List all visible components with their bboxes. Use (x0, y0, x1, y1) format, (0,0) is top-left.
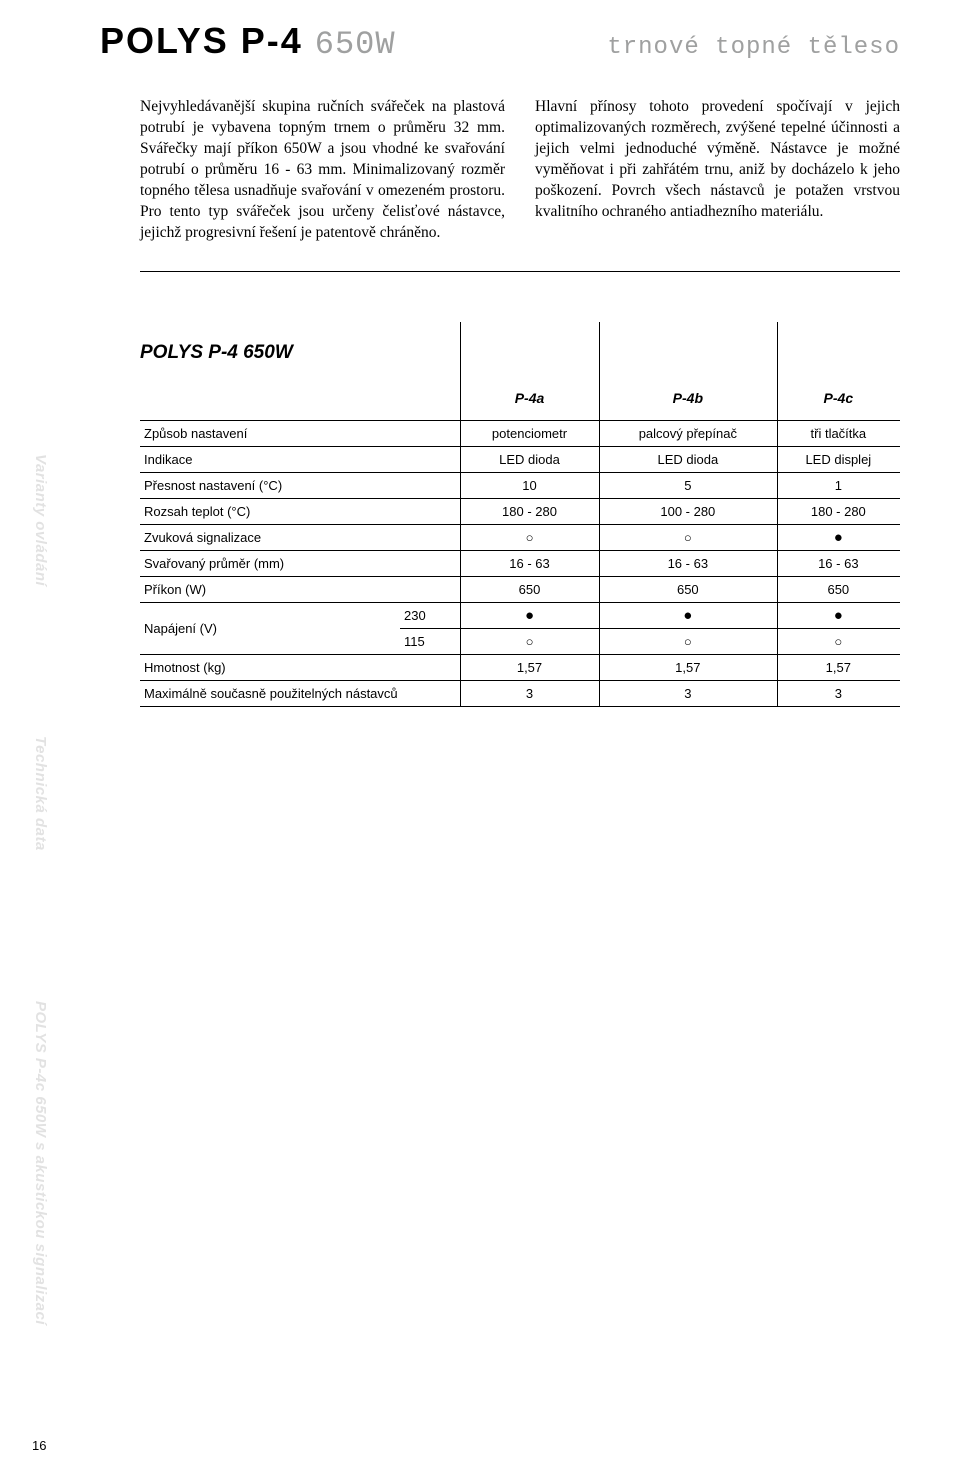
table-cell: ● (777, 525, 900, 551)
separator-line (140, 271, 900, 272)
row-label: Maximálně současně použitelných nástavců (140, 681, 460, 707)
table-cell: 10 (460, 473, 599, 499)
product-category: trnové topné těleso (607, 34, 900, 61)
table-cell: 180 - 280 (777, 499, 900, 525)
table-cell: ● (777, 603, 900, 629)
row-label: Způsob nastavení (140, 421, 460, 447)
table-cell: 16 - 63 (460, 551, 599, 577)
col-header: P-4a (460, 382, 599, 421)
page-number: 16 (32, 1438, 46, 1453)
table-row: Přesnost nastavení (°C)1051 (140, 473, 900, 499)
table-cell: 1,57 (777, 655, 900, 681)
row-label: Rozsah teplot (°C) (140, 499, 460, 525)
table-row: Napájení (V)230●●● (140, 603, 900, 629)
table-cell: 1,57 (460, 655, 599, 681)
side-label: POLYS P-4c 650W s akustickou signalizací (32, 1001, 49, 1325)
product-wattage: 650W (315, 26, 396, 63)
row-label: Zvuková signalizace (140, 525, 460, 551)
table-cell: ○ (777, 629, 900, 655)
col-header: P-4b (599, 382, 777, 421)
table-cell: 100 - 280 (599, 499, 777, 525)
table-row: Svařovaný průměr (mm)16 - 6316 - 6316 - … (140, 551, 900, 577)
row-label: Indikace (140, 447, 460, 473)
col-header: P-4c (777, 382, 900, 421)
table-row: Hmotnost (kg)1,571,571,57 (140, 655, 900, 681)
row-label: Napájení (V) (140, 603, 400, 655)
table-cell: tři tlačítka (777, 421, 900, 447)
side-labels: Varianty ovládání Technická data POLYS P… (32, 454, 49, 1325)
table-cell: ● (599, 603, 777, 629)
row-label: Hmotnost (kg) (140, 655, 460, 681)
table-row: Způsob nastavenípotenciometrpalcový přep… (140, 421, 900, 447)
table-cell: 180 - 280 (460, 499, 599, 525)
table-cell: palcový přepínač (599, 421, 777, 447)
side-label: Technická data (32, 736, 49, 851)
table-cell: potenciometr (460, 421, 599, 447)
table-cell: 5 (599, 473, 777, 499)
table-cell: LED displej (777, 447, 900, 473)
product-name: POLYS P-4 (100, 20, 303, 62)
row-sublabel: 115 (400, 629, 460, 655)
table-cell: 1 (777, 473, 900, 499)
spec-table-title: POLYS P-4 650W (140, 342, 900, 364)
page-header: POLYS P-4 650W trnové topné těleso (100, 20, 900, 63)
table-row: Rozsah teplot (°C)180 - 280100 - 280180 … (140, 499, 900, 525)
intro-text: Nejvyhledávanější skupina ručních svářeč… (140, 97, 900, 243)
table-cell: 650 (777, 577, 900, 603)
row-label: Přesnost nastavení (°C) (140, 473, 460, 499)
row-label: Svařovaný průměr (mm) (140, 551, 460, 577)
table-row: Maximálně současně použitelných nástavců… (140, 681, 900, 707)
table-cell: 1,57 (599, 655, 777, 681)
table-cell: ○ (599, 629, 777, 655)
table-cell: 3 (599, 681, 777, 707)
table-header-row: P-4a P-4b P-4c (140, 382, 900, 421)
table-row: Příkon (W)650650650 (140, 577, 900, 603)
table-cell: ○ (460, 525, 599, 551)
title-left: POLYS P-4 650W (100, 20, 396, 63)
table-cell: 650 (599, 577, 777, 603)
spec-table-section: POLYS P-4 650W P-4a P-4b P-4c Způsob nas… (140, 342, 900, 707)
table-cell: ○ (460, 629, 599, 655)
table-cell: 3 (777, 681, 900, 707)
table-row: IndikaceLED diodaLED diodaLED displej (140, 447, 900, 473)
table-cell: 16 - 63 (777, 551, 900, 577)
table-cell: ○ (599, 525, 777, 551)
table-cell: LED dioda (599, 447, 777, 473)
row-label: Příkon (W) (140, 577, 460, 603)
side-label: Varianty ovládání (32, 454, 49, 586)
row-sublabel: 230 (400, 603, 460, 629)
spec-table: P-4a P-4b P-4c Způsob nastavenípotenciom… (140, 382, 900, 707)
table-cell: 650 (460, 577, 599, 603)
table-cell: LED dioda (460, 447, 599, 473)
table-cell: 16 - 63 (599, 551, 777, 577)
intro-col-right: Hlavní přínosy tohoto provedení spočívaj… (535, 97, 900, 243)
intro-col-left: Nejvyhledávanější skupina ručních svářeč… (140, 97, 505, 243)
table-cell: ● (460, 603, 599, 629)
table-row: Zvuková signalizace○○● (140, 525, 900, 551)
table-cell: 3 (460, 681, 599, 707)
